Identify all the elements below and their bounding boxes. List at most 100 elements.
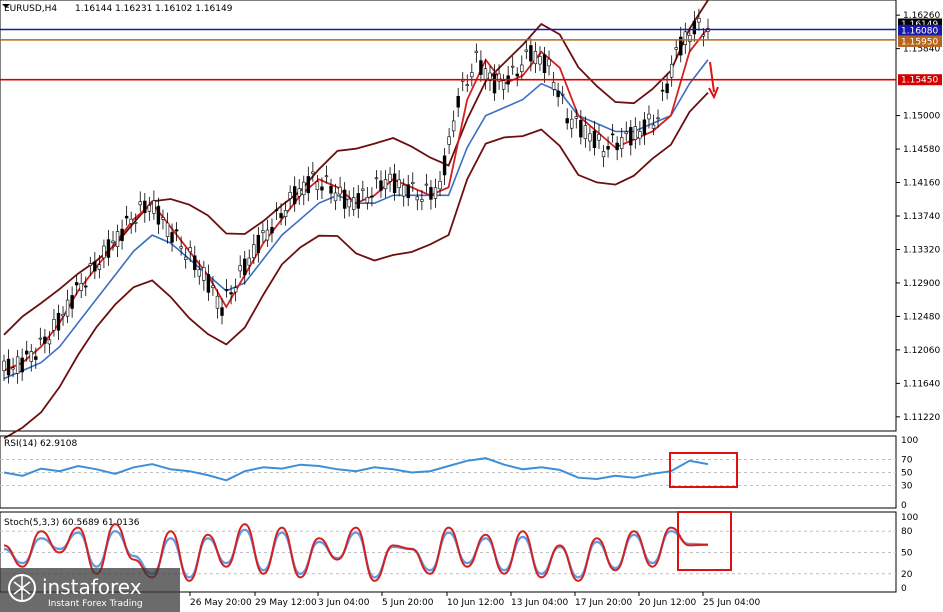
- candle-body: [415, 196, 420, 201]
- candle-body: [233, 287, 238, 293]
- lower-band-line: [3, 91, 709, 440]
- candle-body: [497, 73, 501, 82]
- price-tick-label: 1.15840: [903, 45, 940, 55]
- candle-body: [470, 72, 474, 78]
- time-tick-label: 20 Jun 12:00: [639, 598, 696, 608]
- candle-body: [220, 307, 224, 316]
- candle-body: [347, 198, 351, 208]
- candle-body: [106, 239, 111, 258]
- candle-body: [61, 314, 65, 317]
- stoch-main-line: [3, 523, 709, 582]
- red-level-tag: [898, 74, 942, 86]
- price-tags: 1.16149 1.16080 1.15950 1.15450: [898, 18, 942, 86]
- stochastic-panel[interactable]: Stoch(5,3,3) 60.5689 61.0136 100 80 50 20 0: [0, 511, 918, 594]
- time-axis: 26 May 20:00 29 May 12:00 3 Jun 04:00 5 Jun…: [189, 592, 760, 608]
- candle-body: [606, 146, 610, 150]
- candle-body: [124, 215, 129, 219]
- candle-body: [438, 180, 442, 190]
- candle-body: [265, 229, 270, 241]
- candle-body: [342, 189, 347, 209]
- candle-body: [383, 179, 388, 190]
- candle-body: [38, 337, 43, 340]
- candle-body: [697, 18, 701, 23]
- candle-body: [683, 31, 687, 46]
- candle-body: [161, 217, 165, 220]
- candle-body: [188, 247, 192, 253]
- candle-body: [356, 193, 360, 209]
- candle-body: [165, 222, 170, 238]
- rsi-highlight-box: [669, 452, 738, 488]
- stoch-tick-label: 0: [901, 584, 907, 594]
- watermark-background: [0, 568, 180, 612]
- candlesticks: [2, 8, 710, 384]
- candle-body: [197, 269, 202, 277]
- stoch-tick-label: 80: [901, 527, 913, 537]
- candle-body: [333, 192, 338, 202]
- collapse-triangle-icon[interactable]: [2, 4, 10, 8]
- candle-body: [660, 89, 665, 92]
- candle-body: [556, 90, 560, 98]
- candle-body: [560, 93, 565, 96]
- candle-body: [656, 117, 660, 120]
- candle-body: [692, 20, 697, 35]
- candle-body: [111, 240, 115, 244]
- candle-body: [483, 68, 488, 81]
- rsi-tick-label: 0: [901, 501, 907, 511]
- candle-body: [84, 285, 88, 288]
- candle-body: [25, 350, 29, 355]
- candle-body: [510, 65, 515, 68]
- candle-body: [533, 50, 538, 65]
- rsi-series-line: [3, 457, 709, 482]
- candle-body: [315, 181, 320, 190]
- candle-body: [52, 319, 56, 331]
- watermark-brand: instaforex: [42, 575, 142, 599]
- stoch-axis: 100 80 50 20 0: [0, 513, 918, 594]
- rsi-tick-label: 100: [901, 436, 918, 446]
- down-arrow-annotation: [709, 61, 715, 93]
- candle-body: [610, 133, 615, 136]
- watermark: instaforex Instant Forex Trading: [0, 568, 180, 612]
- price-tick-label: 1.15000: [903, 112, 940, 122]
- price-tick-label: 1.13320: [903, 245, 940, 255]
- candle-body: [79, 283, 83, 291]
- candle-body: [247, 257, 251, 266]
- candle-body: [134, 222, 138, 224]
- candle-body: [115, 231, 120, 247]
- candle-body: [20, 357, 24, 373]
- time-tick-label: 25 Jun 04:00: [703, 598, 760, 608]
- price-tick-label: 1.11220: [903, 413, 940, 423]
- candle-body: [302, 181, 306, 196]
- candle-body: [283, 210, 288, 217]
- candle-body: [665, 83, 669, 93]
- rsi-axis: 100 70 50 30 0: [0, 436, 918, 511]
- candle-body: [88, 263, 92, 266]
- candle-body: [592, 130, 597, 148]
- main-price-panel[interactable]: 1.16260 1.15840 1.15000 1.14580 1.14160 1.137…: [0, 0, 942, 440]
- candle-body: [338, 186, 342, 195]
- price-tick-label: 1.12060: [903, 346, 940, 356]
- price-tick-label: 1.14580: [903, 145, 940, 155]
- candle-body: [574, 116, 578, 119]
- rsi-panel[interactable]: RSI(14) 62.9108 100 70 50 30 0: [0, 435, 918, 511]
- candle-body: [211, 285, 215, 289]
- candle-body: [620, 137, 624, 149]
- candle-body: [651, 124, 656, 129]
- candle-body: [424, 183, 429, 186]
- stoch-highlight-box: [677, 511, 732, 571]
- price-tick-label: 1.11640: [903, 379, 940, 389]
- candle-body: [292, 186, 297, 205]
- candle-body: [183, 256, 188, 260]
- time-tick-label: 17 Jun 20:00: [575, 598, 632, 608]
- stoch-tick-label: 100: [901, 513, 918, 523]
- candle-body: [642, 119, 647, 136]
- candle-body: [370, 195, 374, 198]
- price-tick-label: 1.14160: [903, 179, 940, 189]
- candle-body: [329, 185, 333, 194]
- rsi-line: [3, 457, 709, 482]
- candle-body: [551, 81, 556, 90]
- candle-body: [320, 186, 324, 191]
- candle-body: [15, 356, 20, 374]
- candle-body: [70, 295, 74, 309]
- candle-body: [56, 312, 61, 331]
